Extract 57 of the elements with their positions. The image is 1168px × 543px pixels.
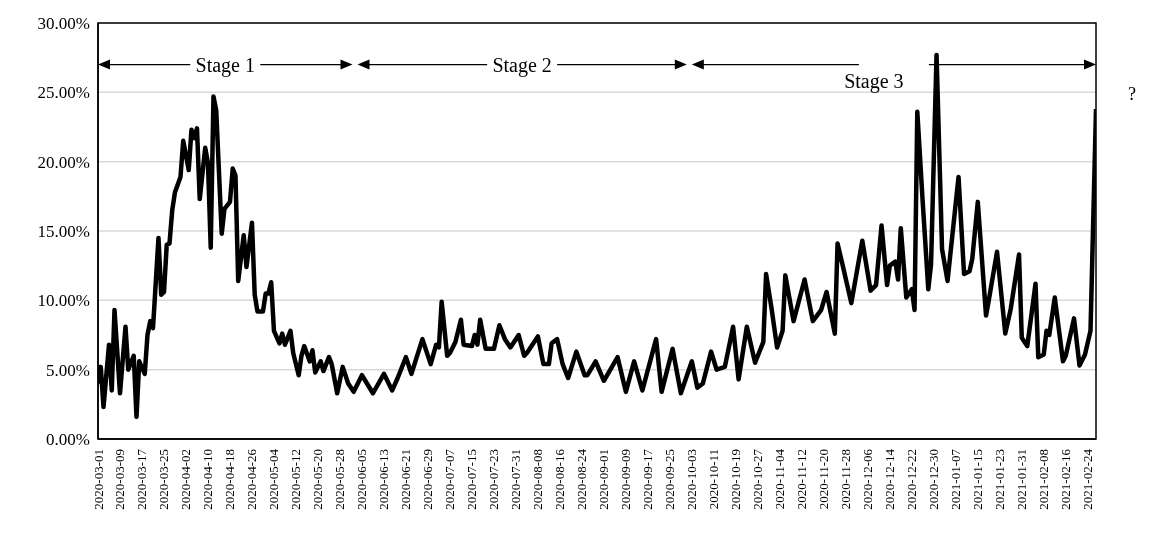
x-tick-label: 2020-11-12 [794, 449, 810, 510]
x-tick-label: 2020-05-12 [288, 449, 304, 510]
x-tick-label: 2020-04-10 [200, 449, 216, 510]
x-tick-label: 2020-10-11 [706, 449, 722, 510]
y-tick-label: 15.00% [37, 222, 90, 242]
x-tick-label: 2020-09-09 [618, 449, 634, 510]
x-tick-label: 2020-04-26 [244, 448, 260, 510]
y-tick-label: 25.00% [37, 83, 90, 103]
x-tick-label: 2020-09-25 [662, 449, 678, 510]
x-tick-label: 2020-09-17 [640, 448, 656, 510]
x-tick-label: 2020-08-16 [552, 448, 568, 510]
x-tick-label: 2020-06-05 [354, 449, 370, 510]
x-tick-label: 2020-07-15 [464, 449, 480, 510]
x-tick-label: 2020-11-04 [772, 448, 788, 510]
y-tick-label: 0.00% [46, 430, 90, 450]
y-tick-label: 20.00% [37, 152, 90, 172]
annotation: Stage 3 [844, 69, 904, 93]
x-tick-label: 2020-04-02 [178, 449, 194, 510]
x-tick-label: 2021-01-07 [948, 448, 964, 510]
x-tick-label: 2020-07-31 [508, 449, 524, 510]
x-tick-label: 2020-11-28 [838, 449, 854, 510]
x-tick-label: 2021-01-23 [992, 449, 1008, 510]
x-tick-label: 2020-12-30 [926, 449, 942, 510]
x-tick-label: 2020-10-27 [750, 448, 766, 510]
x-tick-label: 2021-01-31 [1014, 449, 1030, 510]
x-tick-label: 2020-07-07 [442, 448, 458, 510]
x-tick-label: 2020-12-22 [904, 449, 920, 510]
x-tick-label: 2020-03-01 [90, 449, 106, 510]
x-tick-label: 2020-03-17 [134, 448, 150, 510]
x-tick-label: 2021-01-15 [970, 449, 986, 510]
text: ? [1128, 83, 1136, 104]
x-tick-label: 2020-04-18 [222, 449, 238, 510]
x-tick-label: 2020-12-06 [860, 448, 876, 510]
annotation: Stage 2 [492, 53, 552, 77]
x-tick-label: 2020-09-01 [596, 449, 612, 510]
x-tick-label: 2020-05-20 [310, 449, 326, 510]
x-tick-label: 2020-03-25 [156, 449, 172, 510]
x-tick-label: 2020-10-03 [684, 449, 700, 510]
x-tick-label: 2020-07-23 [486, 449, 502, 510]
annotation: Stage 1 [195, 53, 255, 77]
x-tick-label: 2020-08-24 [574, 448, 590, 510]
y-tick-label: 5.00% [46, 360, 90, 380]
y-tick-label: 30.00% [37, 14, 90, 34]
x-tick-label: 2020-06-29 [420, 449, 436, 510]
x-tick-label: 2020-11-20 [816, 449, 832, 510]
x-tick-label: 2020-05-28 [332, 449, 348, 510]
x-tick-label: 2020-03-09 [112, 449, 128, 510]
x-tick-label: 2020-08-08 [530, 449, 546, 510]
x-tick-label: 2021-02-16 [1058, 448, 1074, 510]
x-tick-label: 2020-12-14 [882, 448, 898, 510]
x-tick-label: 2020-05-04 [266, 448, 282, 510]
x-tick-label: 2020-06-13 [376, 449, 392, 510]
y-tick-label: 10.00% [37, 291, 90, 311]
x-tick-label: 2021-02-24 [1080, 448, 1096, 510]
x-tick-label: 2021-02-08 [1036, 449, 1052, 510]
x-tick-label: 2020-06-21 [398, 449, 414, 510]
x-tick-label: 2020-10-19 [728, 449, 744, 510]
